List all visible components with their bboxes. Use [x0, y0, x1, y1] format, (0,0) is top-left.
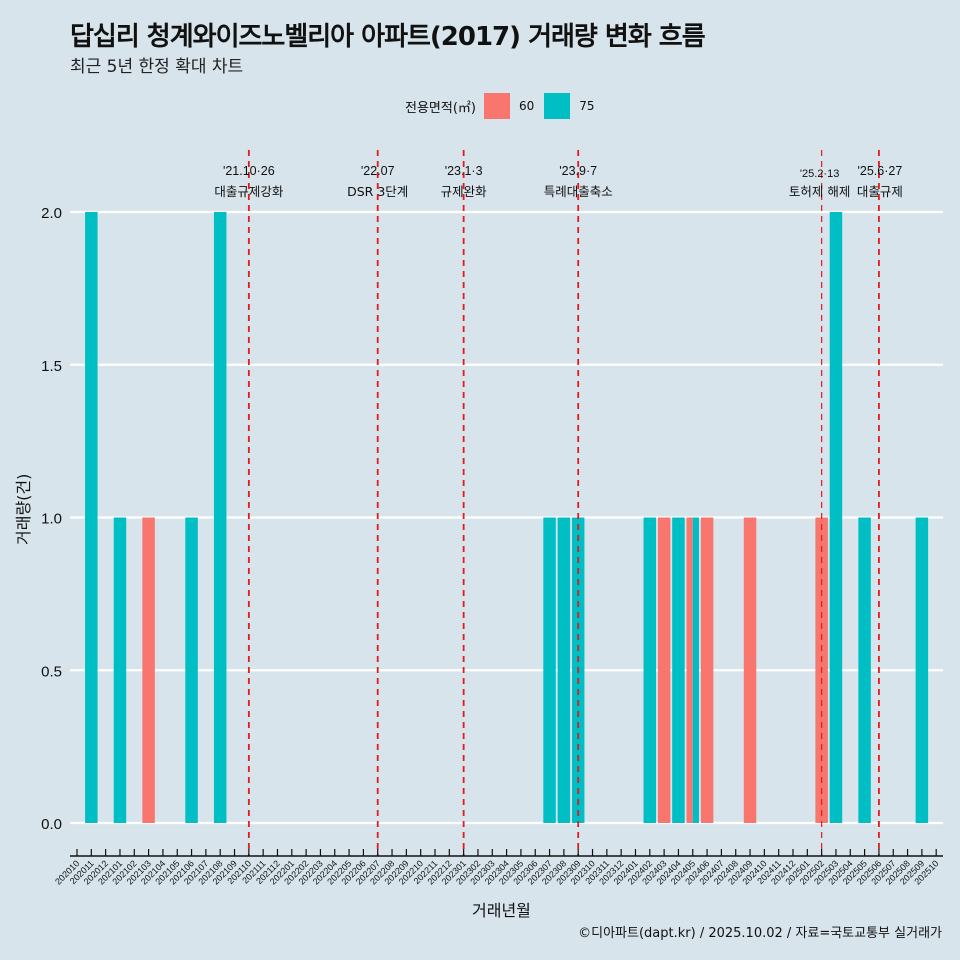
event-date: '22.07 [361, 164, 395, 178]
event-date: '25.6·27 [858, 164, 903, 178]
bar-202011-75 [85, 212, 98, 823]
bar-202505-75 [858, 517, 871, 823]
legend-swatch-75 [544, 93, 571, 119]
y-tick-label: 0.5 [41, 663, 62, 680]
bar-202404-75 [672, 517, 685, 823]
event-date: '21.10·26 [223, 164, 275, 178]
bar-202108-75 [213, 212, 227, 823]
bar-202405-75 [692, 517, 700, 823]
bar-202405-60 [686, 517, 693, 823]
y-tick-label: 1.5 [41, 358, 62, 375]
bar-202307-75 [543, 517, 556, 823]
event-label: 토허제 해제 [789, 184, 850, 199]
legend-swatch-60 [483, 93, 510, 119]
chart-subtitle: 최근 5년 한정 확대 차트 [70, 57, 244, 77]
bar-202406-60 [700, 517, 714, 823]
event-label: 대출규제 [857, 184, 903, 199]
y-tick-label: 0.0 [41, 816, 62, 833]
bar-202106-75 [185, 517, 198, 823]
legend-label-75: 75 [579, 99, 595, 113]
legend-title: 전용면적(㎡) [405, 100, 476, 116]
legend: 전용면적(㎡) 60 75 [405, 93, 605, 119]
source-caption: ©디아파트(dapt.kr) / 2025.10.02 / 자료=국토교통부 실… [578, 926, 942, 941]
chart-title: 답십리 청계와이즈노벨리아 아파트(2017) 거래량 변화 흐름 [70, 22, 706, 52]
event-date: '25.2·13 [800, 168, 839, 180]
bar-202509-75 [915, 517, 929, 823]
x-axis-title: 거래년월 [472, 901, 531, 920]
bar-202101-75 [113, 517, 127, 823]
y-tick-label: 2.0 [41, 205, 62, 222]
legend-label-60: 60 [518, 99, 535, 113]
event-label: 특례대출축소 [544, 184, 613, 199]
bar-202503-75 [829, 212, 843, 823]
event-label: 규제완화 [441, 184, 488, 199]
bar-202409-60 [743, 517, 757, 823]
bar-202403-60 [657, 517, 671, 823]
bar-202103-60 [142, 517, 155, 823]
event-date: '23.1·3 [445, 164, 483, 178]
event-label: DSR 3단계 [347, 184, 408, 199]
y-axis-title: 거래량(건) [14, 473, 33, 545]
y-tick-label: 1.0 [41, 511, 62, 528]
event-label: 대출규제강화 [214, 184, 284, 199]
bar-202402-75 [643, 517, 657, 823]
bar-202308-75 [557, 517, 571, 823]
event-date: '23.9·7 [559, 164, 597, 178]
